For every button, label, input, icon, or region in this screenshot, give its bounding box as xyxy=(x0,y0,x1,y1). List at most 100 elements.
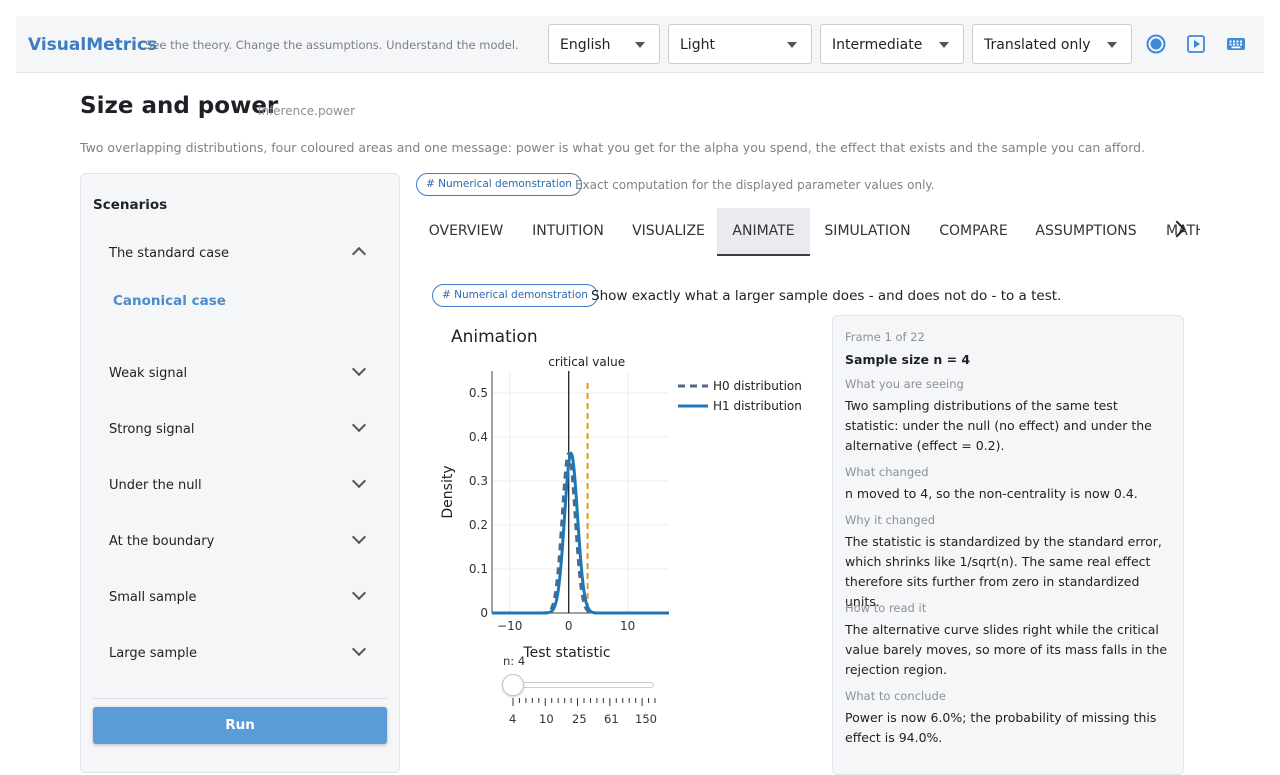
section-label: What changed xyxy=(845,465,929,479)
tab-animate[interactable]: ANIMATE xyxy=(717,208,810,256)
sidebar-divider xyxy=(93,698,387,699)
sample-size-slider-track[interactable] xyxy=(512,682,654,688)
tab-math[interactable]: MATH xyxy=(1166,223,1200,239)
section-text: Two sampling distributions of the same t… xyxy=(845,398,1152,453)
chevron-down-icon xyxy=(351,529,367,545)
slider-tick-label: 10 xyxy=(539,712,554,726)
y-tick-label: 0 xyxy=(480,606,488,620)
explanation-panel: Frame 1 of 22 Sample size n = 4 What you… xyxy=(832,315,1184,775)
tab-overview[interactable]: OVERVIEW xyxy=(428,223,504,239)
scenario-canonical-case[interactable]: Canonical case xyxy=(113,293,226,309)
slider-tick-label: 25 xyxy=(572,712,587,726)
scenario-label: Strong signal xyxy=(109,422,195,437)
scenario-the-standard-case[interactable]: The standard case xyxy=(81,232,399,272)
section-text: The statistic is standardized by the sta… xyxy=(845,534,1162,609)
y-tick-label: 0.1 xyxy=(469,562,488,576)
numerical-demonstration-badge: # Numerical demonstration xyxy=(416,173,582,196)
critical-value-annotation: critical value xyxy=(548,355,625,369)
slider-tick-label: 61 xyxy=(604,712,619,726)
x-axis-label: Test statistic xyxy=(522,645,610,661)
chevron-down-icon xyxy=(351,585,367,601)
page-id: inference.power xyxy=(258,104,356,118)
tab-intuition[interactable]: INTUITION xyxy=(532,223,604,239)
scenario-label: Weak signal xyxy=(109,366,188,381)
scenario-label: Under the null xyxy=(109,478,202,493)
x-tick-label: 0 xyxy=(565,619,573,633)
animate-description: Show exactly what a larger sample does -… xyxy=(591,288,1062,304)
animate-demonstration-badge: # Numerical demonstration xyxy=(432,284,598,307)
tab-simulation[interactable]: SIMULATION xyxy=(824,223,911,239)
section-label: What you are seeing xyxy=(845,377,964,391)
chevron-down-icon xyxy=(787,42,797,48)
scenario-label: The standard case xyxy=(109,246,229,261)
h0-distribution-curve xyxy=(492,451,669,615)
animation-title: Animation xyxy=(451,327,538,347)
y-tick-label: 0.5 xyxy=(469,386,488,400)
tab-assumptions[interactable]: ASSUMPTIONS xyxy=(1035,223,1137,239)
sample-size-slider-thumb[interactable] xyxy=(502,674,524,696)
chevron-down-icon xyxy=(1107,42,1117,48)
slider-tick-label: 150 xyxy=(635,712,657,726)
legend-h0-label: H0 distribution xyxy=(713,379,802,393)
x-tick-label: −10 xyxy=(497,619,522,633)
page-description: Two overlapping distributions, four colo… xyxy=(80,140,1146,155)
page-title: Size and power xyxy=(80,93,279,119)
scenario-small-sample[interactable]: Small sample xyxy=(81,576,399,616)
power-chart: critical value 0 0.1 0.2 0.3 0.4 0.5 −10 0 10 Te… xyxy=(440,355,802,661)
level-select[interactable]: Intermediate xyxy=(820,24,964,64)
tab-bar: OVERVIEW INTUITION VISUALIZE ANIMATE SIM… xyxy=(416,208,1200,256)
chevron-up-icon xyxy=(351,246,367,262)
chevron-down-icon xyxy=(635,42,645,48)
scenario-label: Large sample xyxy=(109,646,197,661)
h1-distribution-curve xyxy=(492,451,669,615)
top-bar: VisualMetrics See the theory. Change the… xyxy=(16,16,1264,73)
scenario-label: At the boundary xyxy=(109,534,215,549)
scenario-label: Small sample xyxy=(109,590,197,605)
demonstration-note: Exact computation for the displayed para… xyxy=(575,178,935,192)
record-icon[interactable] xyxy=(1146,34,1166,54)
scenario-weak-signal[interactable]: Weak signal xyxy=(81,352,399,392)
y-tick-label: 0.2 xyxy=(469,518,488,532)
scenarios-sidebar: Scenarios The standard case Canonical ca… xyxy=(80,173,400,773)
y-axis-label: Density xyxy=(440,465,456,518)
x-tick-label: 10 xyxy=(620,619,635,633)
tagline: See the theory. Change the assumptions. … xyxy=(145,38,519,52)
level-select-value: Intermediate xyxy=(832,37,923,53)
play-icon[interactable] xyxy=(1186,34,1206,54)
section-label: Why it changed xyxy=(845,513,936,527)
run-button[interactable]: Run xyxy=(93,707,387,744)
slider-tick-label: 4 xyxy=(509,712,517,726)
theme-select-value: Light xyxy=(680,37,715,53)
translation-select-value: Translated only xyxy=(984,37,1091,53)
y-tick-label: 0.3 xyxy=(469,474,488,488)
language-select[interactable]: English xyxy=(548,24,660,64)
chevron-down-icon xyxy=(351,361,367,377)
tab-visualize[interactable]: VISUALIZE xyxy=(632,223,705,239)
frame-headline: Sample size n = 4 xyxy=(845,352,971,367)
chevron-down-icon xyxy=(351,473,367,489)
scenario-large-sample[interactable]: Large sample xyxy=(81,632,399,672)
theme-select[interactable]: Light xyxy=(668,24,812,64)
language-select-value: English xyxy=(560,37,611,53)
sidebar-title: Scenarios xyxy=(93,197,168,213)
section-label: How to read it xyxy=(845,601,927,615)
scenario-strong-signal[interactable]: Strong signal xyxy=(81,408,399,448)
section-label: What to conclude xyxy=(845,689,946,703)
chart-legend: H0 distribution H1 distribution xyxy=(678,379,802,413)
section-text: n moved to 4, so the non-centrality is n… xyxy=(845,486,1138,501)
section-text: Power is now 6.0%; the probability of mi… xyxy=(845,710,1157,745)
chevron-down-icon xyxy=(351,641,367,657)
section-text: The alternative curve slides right while… xyxy=(845,622,1168,677)
scenario-under-the-null[interactable]: Under the null xyxy=(81,464,399,504)
scenario-at-the-boundary[interactable]: At the boundary xyxy=(81,520,399,560)
chevron-down-icon xyxy=(939,42,949,48)
y-tick-label: 0.4 xyxy=(469,430,488,444)
translation-select[interactable]: Translated only xyxy=(972,24,1132,64)
keyboard-icon[interactable] xyxy=(1226,34,1246,54)
chevron-down-icon xyxy=(351,417,367,433)
slider-ticks xyxy=(512,698,656,706)
legend-h1-label: H1 distribution xyxy=(713,399,802,413)
slider-label: n: 4 xyxy=(503,654,526,668)
tab-compare[interactable]: COMPARE xyxy=(939,223,1008,239)
brand-logo[interactable]: VisualMetrics xyxy=(28,35,158,55)
